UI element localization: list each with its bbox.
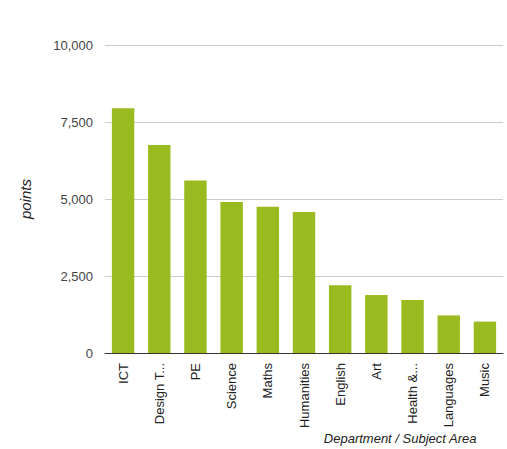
svg-text:points: points xyxy=(17,178,34,220)
svg-text:English: English xyxy=(333,363,348,406)
svg-text:Design T...: Design T... xyxy=(152,363,167,424)
svg-text:0: 0 xyxy=(86,346,93,361)
svg-text:Languages: Languages xyxy=(441,363,456,428)
svg-text:5,000: 5,000 xyxy=(60,192,93,207)
svg-text:10,000: 10,000 xyxy=(53,38,93,53)
svg-text:Department / Subject Area: Department / Subject Area xyxy=(324,431,477,446)
svg-text:2,500: 2,500 xyxy=(60,269,93,284)
svg-text:Art: Art xyxy=(369,363,384,380)
svg-text:Humanities: Humanities xyxy=(297,363,312,429)
svg-text:PE: PE xyxy=(188,363,203,381)
svg-text:Music: Music xyxy=(477,363,492,397)
svg-text:Maths: Maths xyxy=(260,363,275,399)
svg-text:Health &...: Health &... xyxy=(405,363,420,424)
svg-text:Science: Science xyxy=(224,363,239,409)
svg-text:ICT: ICT xyxy=(116,363,131,384)
svg-text:7,500: 7,500 xyxy=(60,115,93,130)
